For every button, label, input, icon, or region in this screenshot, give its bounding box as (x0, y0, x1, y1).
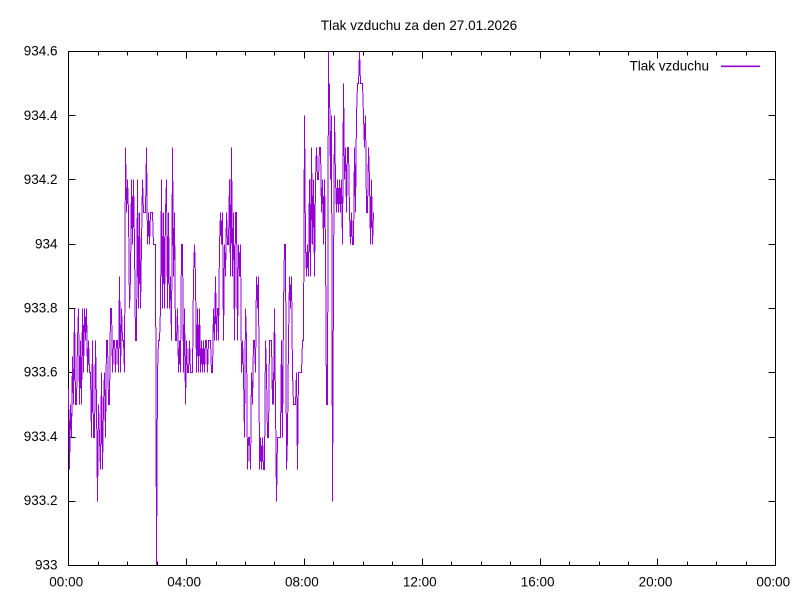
svg-text:933.6: 933.6 (24, 365, 58, 380)
svg-text:00:00: 00:00 (756, 575, 790, 590)
svg-text:933.2: 933.2 (24, 493, 58, 508)
svg-text:16:00: 16:00 (521, 575, 555, 590)
svg-text:Tlak vzduchu za den 27.01.2026: Tlak vzduchu za den 27.01.2026 (321, 18, 518, 33)
svg-text:933.4: 933.4 (24, 429, 58, 444)
svg-text:Tlak vzduchu: Tlak vzduchu (629, 59, 709, 74)
svg-text:08:00: 08:00 (285, 575, 319, 590)
svg-text:12:00: 12:00 (403, 575, 437, 590)
svg-text:04:00: 04:00 (167, 575, 201, 590)
svg-text:934.4: 934.4 (24, 108, 58, 123)
svg-text:00:00: 00:00 (49, 575, 83, 590)
svg-text:934.6: 934.6 (24, 44, 58, 59)
svg-text:20:00: 20:00 (639, 575, 673, 590)
svg-text:933.8: 933.8 (24, 301, 58, 316)
svg-text:933: 933 (35, 558, 58, 573)
svg-text:934.2: 934.2 (24, 172, 58, 187)
svg-text:934: 934 (35, 236, 58, 251)
